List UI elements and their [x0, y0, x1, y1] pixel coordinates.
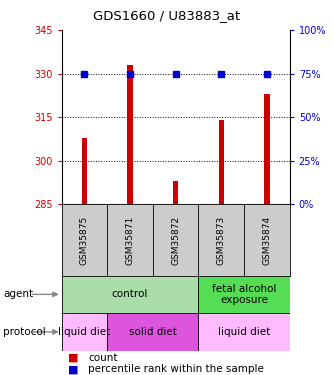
- Bar: [173, 181, 178, 204]
- Bar: [218, 120, 224, 204]
- Text: GDS1660 / U83883_at: GDS1660 / U83883_at: [93, 9, 240, 22]
- Text: GSM35871: GSM35871: [126, 215, 135, 265]
- Text: count: count: [88, 353, 118, 363]
- Text: GSM35875: GSM35875: [80, 215, 89, 265]
- Text: GSM35873: GSM35873: [217, 215, 226, 265]
- Bar: [62, 276, 198, 313]
- Text: fetal alcohol
exposure: fetal alcohol exposure: [212, 284, 276, 305]
- Bar: [264, 94, 270, 204]
- Text: protocol: protocol: [3, 327, 46, 337]
- Text: liquid diet: liquid diet: [218, 327, 270, 337]
- Text: percentile rank within the sample: percentile rank within the sample: [88, 364, 264, 374]
- Bar: [198, 313, 290, 351]
- Text: solid diet: solid diet: [129, 327, 177, 337]
- Text: control: control: [112, 290, 148, 299]
- Text: liquid diet: liquid diet: [58, 327, 111, 337]
- Text: GSM35874: GSM35874: [262, 215, 271, 265]
- Text: GSM35872: GSM35872: [171, 215, 180, 265]
- Bar: [198, 276, 290, 313]
- Bar: [127, 65, 133, 204]
- Bar: [82, 138, 87, 204]
- Bar: [107, 313, 198, 351]
- Text: agent: agent: [3, 290, 33, 299]
- Text: ■: ■: [68, 353, 79, 363]
- Text: ■: ■: [68, 364, 79, 374]
- Bar: [62, 313, 107, 351]
